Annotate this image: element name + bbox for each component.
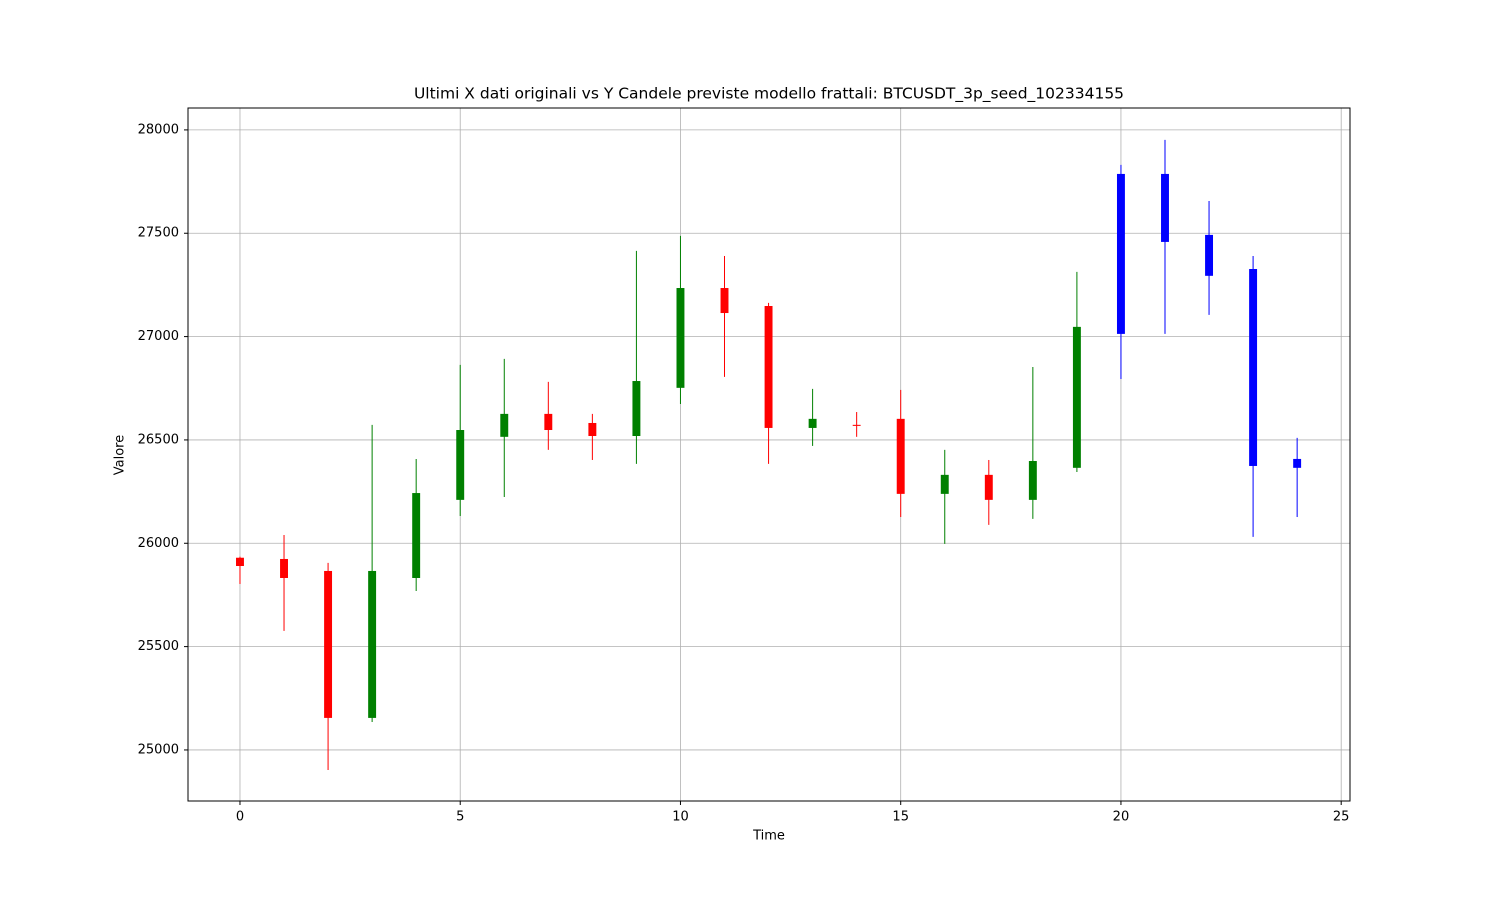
y-tick-label: 27500 <box>138 226 179 241</box>
candle-body <box>544 413 553 431</box>
candle-body <box>1116 173 1125 334</box>
candle-body <box>764 306 773 428</box>
candle-body <box>1249 269 1258 466</box>
candle-body <box>236 557 244 567</box>
candle-body <box>1028 461 1037 500</box>
candle-body <box>720 288 729 314</box>
x-tick-label: 15 <box>892 810 909 825</box>
chart-title: Ultimi X dati originali vs Y Candele pre… <box>414 85 1124 104</box>
x-tick-label: 25 <box>1333 810 1350 825</box>
candle-body <box>588 422 597 437</box>
candle-body <box>852 424 861 426</box>
x-tick-label: 5 <box>456 810 464 825</box>
candle-body <box>1161 173 1169 242</box>
candle-body <box>1072 326 1081 468</box>
y-axis-label: Valore <box>113 435 128 475</box>
x-tick-label: 10 <box>672 810 689 825</box>
x-tick-label: 0 <box>236 810 244 825</box>
candle-body <box>412 493 421 578</box>
candle-body <box>368 570 377 718</box>
candle-body <box>280 558 288 578</box>
candle-body <box>500 413 509 437</box>
y-tick-label: 26000 <box>138 536 179 551</box>
candle-body <box>1205 234 1214 276</box>
candle-body <box>676 288 685 388</box>
y-tick-label: 25500 <box>138 639 179 654</box>
y-tick-label: 26500 <box>138 432 179 447</box>
y-tick-label: 25000 <box>138 742 179 757</box>
candle-body <box>984 474 993 500</box>
x-axis-label: Time <box>752 829 785 844</box>
plot-frame <box>187 107 1351 802</box>
candle-body <box>632 381 641 437</box>
candle-body <box>896 418 905 494</box>
y-tick-label: 28000 <box>138 122 179 137</box>
candle-body <box>324 570 333 718</box>
y-tick-label: 27000 <box>138 329 179 344</box>
x-tick-label: 20 <box>1113 810 1130 825</box>
candle-body <box>808 418 817 428</box>
candle-body <box>940 474 949 494</box>
candle-body <box>1293 458 1302 468</box>
candle-body <box>456 430 465 500</box>
